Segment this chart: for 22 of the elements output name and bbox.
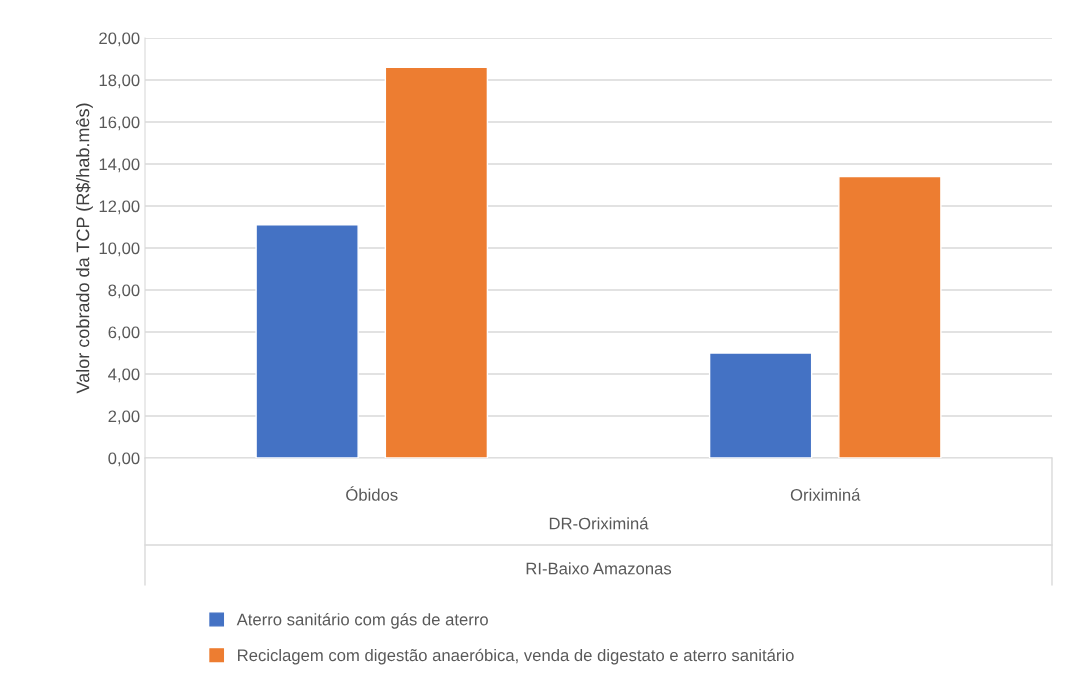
bar — [384, 66, 489, 458]
bar — [838, 175, 942, 458]
legend-label: Aterro sanitário com gás de aterro — [236, 613, 488, 629]
y-tick-label: 6,00 — [108, 326, 140, 341]
y-tick-label: 14,00 — [99, 158, 140, 173]
x-tick-label: Oriximiná — [790, 488, 861, 501]
bar — [708, 352, 813, 458]
bar — [255, 224, 359, 458]
y-tick-label: 20,00 — [99, 32, 140, 47]
y-axis-title: Valor cobrado da TCP (R$/hab.mês) — [75, 103, 93, 394]
text: DR-Oriximiná — [549, 517, 649, 530]
y-tick-label: 12,00 — [99, 200, 140, 215]
y-tick-label: 2,00 — [108, 410, 140, 425]
y-tick-label: 18,00 — [99, 74, 140, 89]
legend-label: Reciclagem com digestão anaeróbica, venda de digestato e aterro sanitário — [238, 648, 794, 665]
y-tick-label: 4,00 — [108, 368, 140, 383]
text: RI-Baixo Amazonas — [526, 562, 672, 575]
y-tick-label: 8,00 — [108, 284, 140, 299]
y-tick-label: 10,00 — [99, 242, 140, 257]
x-tick-label: Óbidos — [346, 486, 398, 501]
y-tick-label: 0,00 — [108, 452, 140, 467]
y-tick-label: 16,00 — [99, 116, 140, 131]
